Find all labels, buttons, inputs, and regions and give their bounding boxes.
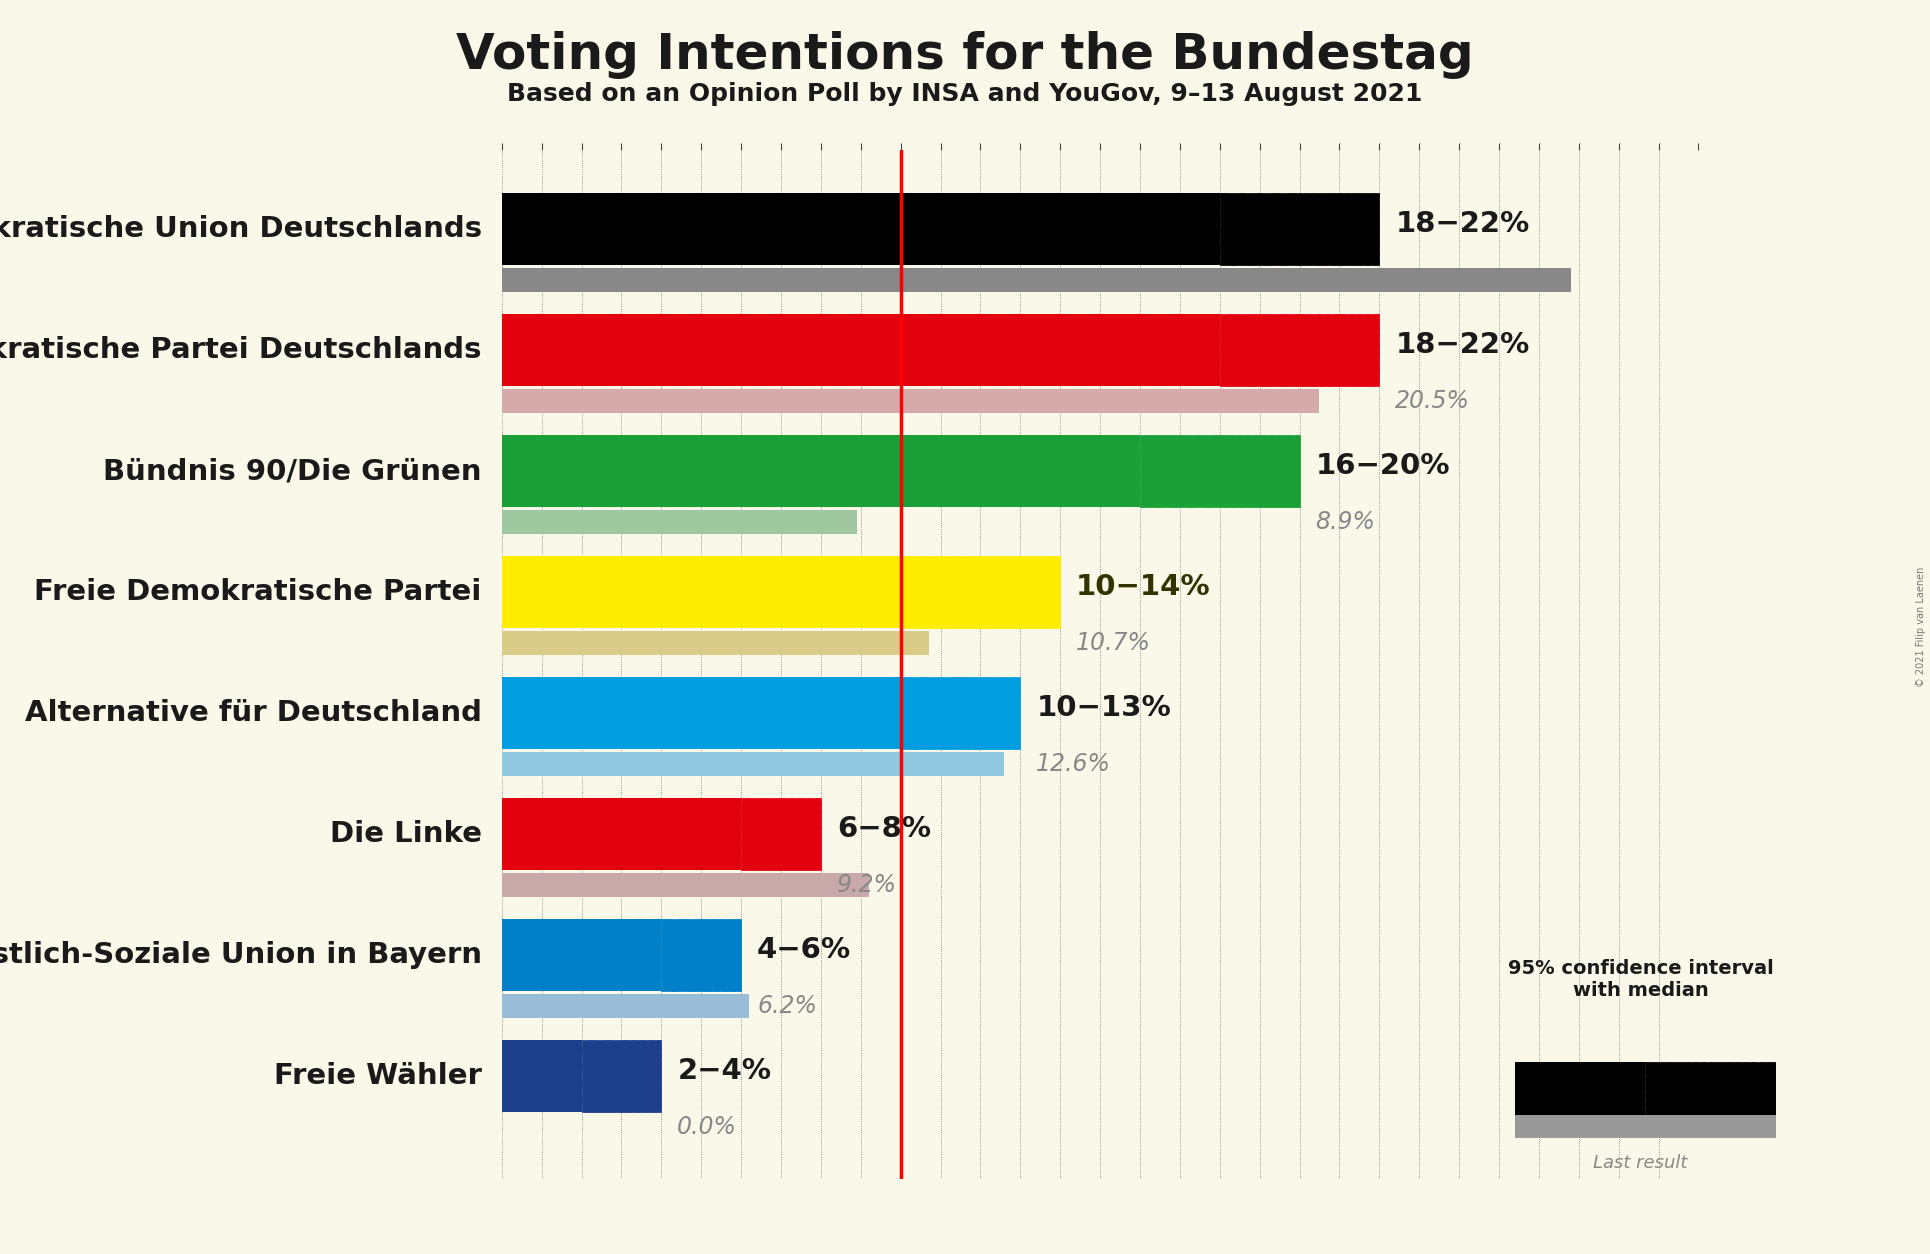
Bar — [502, 556, 901, 628]
Bar — [502, 435, 1141, 508]
Text: 20.5%: 20.5% — [1395, 389, 1471, 413]
Text: 10−13%: 10−13% — [1036, 695, 1172, 722]
Text: © 2021 Filip van Laenen: © 2021 Filip van Laenen — [1916, 567, 1926, 687]
Bar — [502, 873, 868, 897]
Bar — [1299, 314, 1380, 386]
Text: 95% confidence interval
with median: 95% confidence interval with median — [1507, 959, 1774, 1001]
Bar — [1220, 193, 1299, 266]
Bar — [502, 751, 1004, 776]
Bar — [581, 1040, 621, 1112]
Text: Christlich Demokratische Union Deutschlands: Christlich Demokratische Union Deutschla… — [0, 216, 482, 243]
Text: Based on an Opinion Poll by INSA and YouGov, 9–13 August 2021: Based on an Opinion Poll by INSA and You… — [508, 82, 1422, 105]
Text: Alternative für Deutschland: Alternative für Deutschland — [25, 698, 482, 727]
Bar — [662, 919, 701, 991]
Text: 16−20%: 16−20% — [1316, 453, 1449, 480]
Text: 10.7%: 10.7% — [1077, 631, 1150, 655]
Text: 26.8%: 26.8% — [1395, 268, 1471, 292]
Text: Sozialdemokratische Partei Deutschlands: Sozialdemokratische Partei Deutschlands — [0, 336, 482, 364]
Text: Die Linke: Die Linke — [330, 820, 482, 848]
Bar — [1141, 435, 1220, 508]
Text: 9.2%: 9.2% — [838, 873, 897, 897]
Bar — [502, 389, 1320, 413]
Text: 12.6%: 12.6% — [1036, 752, 1112, 776]
Bar — [1515, 1115, 1776, 1137]
Bar — [502, 1040, 581, 1112]
Bar — [741, 798, 782, 870]
Bar — [502, 798, 741, 870]
Bar — [961, 677, 1021, 750]
Bar — [782, 798, 820, 870]
Bar — [502, 631, 928, 655]
Bar — [502, 510, 857, 534]
Text: 2−4%: 2−4% — [677, 1057, 772, 1085]
Bar — [621, 1040, 662, 1112]
Bar — [901, 556, 980, 628]
Text: Bündnis 90/Die Grünen: Bündnis 90/Die Grünen — [104, 456, 482, 485]
Bar — [1515, 1062, 1644, 1115]
Bar — [980, 556, 1060, 628]
Text: Last result: Last result — [1594, 1154, 1687, 1171]
Bar — [1220, 435, 1299, 508]
Text: Freie Wähler: Freie Wähler — [274, 1062, 482, 1090]
Text: Christlich-Soziale Union in Bayern: Christlich-Soziale Union in Bayern — [0, 940, 482, 969]
Text: 8.9%: 8.9% — [1316, 510, 1376, 534]
Text: Voting Intentions for the Bundestag: Voting Intentions for the Bundestag — [455, 31, 1475, 79]
Bar — [502, 193, 1220, 266]
Bar — [1710, 1062, 1776, 1115]
Text: 0.0%: 0.0% — [677, 1115, 737, 1139]
Text: 10−14%: 10−14% — [1077, 573, 1210, 601]
Text: 6−8%: 6−8% — [838, 815, 930, 843]
Bar — [502, 268, 1571, 292]
Bar — [502, 677, 901, 750]
Bar — [1299, 193, 1380, 266]
Bar — [1220, 314, 1299, 386]
Bar — [502, 919, 662, 991]
Text: Freie Demokratische Partei: Freie Demokratische Partei — [35, 578, 483, 606]
Text: 6.2%: 6.2% — [757, 993, 816, 1018]
Bar — [901, 677, 961, 750]
Bar — [1644, 1062, 1710, 1115]
Text: 4−6%: 4−6% — [757, 937, 851, 964]
Text: 18−22%: 18−22% — [1395, 211, 1529, 238]
Bar — [701, 919, 741, 991]
Text: 18−22%: 18−22% — [1395, 331, 1529, 359]
Bar — [502, 993, 749, 1018]
Bar — [502, 314, 1220, 386]
